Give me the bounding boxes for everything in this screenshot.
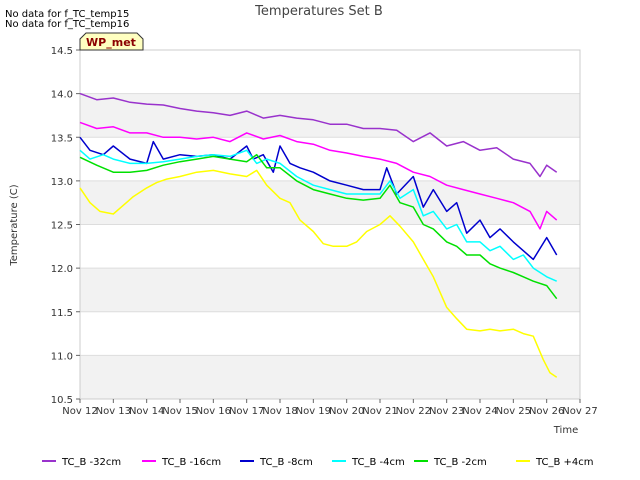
x-tick-label: Nov 26 <box>529 406 564 417</box>
x-tick-label: Nov 20 <box>329 406 364 417</box>
badge-label: WP_met <box>86 36 136 49</box>
legend-label: TC_B -16cm <box>161 457 221 468</box>
series-line-tc-b--16cm <box>79 121 558 230</box>
series-line-tc-b--8cm <box>79 136 558 261</box>
plot-band <box>80 355 580 399</box>
series-line-tc-b-plus4cm <box>79 169 558 378</box>
y-tick-label: 12.0 <box>51 264 73 275</box>
y-tick-label: 12.5 <box>51 221 73 232</box>
plot-band <box>80 268 580 312</box>
chart-title: Temperatures Set B <box>254 4 383 19</box>
x-tick-label: Nov 16 <box>196 406 231 417</box>
series-line-tc-b--2cm <box>79 153 558 300</box>
legend-label: TC_B -4cm <box>351 457 405 468</box>
x-axis-title: Time <box>553 425 578 436</box>
y-tick-label: 10.5 <box>51 395 73 406</box>
x-tick-label: Nov 15 <box>162 406 197 417</box>
legend-label: TC_B -32cm <box>61 457 121 468</box>
x-tick-label: Nov 14 <box>129 406 164 417</box>
x-tick-label: Nov 21 <box>362 406 397 417</box>
badge-shape <box>79 32 144 51</box>
y-tick-label: 11.5 <box>51 308 73 319</box>
wp-met-badge: WP_met <box>79 32 144 51</box>
y-axis-ticks: 10.5 11.0 11.5 12.0 12.5 13.0 13.5 14.0 14.5 <box>51 46 80 406</box>
plot-band <box>80 50 580 94</box>
x-tick-label: Nov 19 <box>296 406 331 417</box>
y-tick-label: 13.5 <box>51 133 73 144</box>
series-line-tc-b--4cm <box>79 149 558 282</box>
legend: TC_B -32cm TC_B -16cm TC_B -8cm TC_B -4cm TC… <box>42 457 594 468</box>
plot-band <box>80 311 580 356</box>
plot-band <box>80 224 580 269</box>
x-tick-label: Nov 12 <box>62 406 97 417</box>
legend-label: TC_B +4cm <box>535 457 594 468</box>
plot-background <box>80 50 580 399</box>
y-tick-label: 11.0 <box>51 351 73 362</box>
x-tick-label: Nov 18 <box>262 406 297 417</box>
x-tick-label: Nov 23 <box>429 406 464 417</box>
y-tick-label: 14.5 <box>51 46 73 57</box>
no-data-notice-1: No data for f_TC_temp15 <box>5 9 130 20</box>
x-tick-label: Nov 25 <box>496 406 531 417</box>
legend-label: TC_B -2cm <box>433 457 487 468</box>
x-tick-label: Nov 22 <box>396 406 431 417</box>
y-tick-label: 14.0 <box>51 90 73 101</box>
y-tick-label: 13.0 <box>51 177 73 188</box>
legend-label: TC_B -8cm <box>259 457 313 468</box>
x-tick-label: Nov 13 <box>96 406 131 417</box>
y-axis-title: Temperature (C) <box>9 184 20 266</box>
series-layer <box>79 92 558 378</box>
series-line-tc-b--32cm <box>79 92 558 178</box>
plot-band <box>80 180 580 225</box>
x-tick-label: Nov 17 <box>229 406 264 417</box>
plot-band <box>80 93 580 138</box>
x-tick-label: Nov 24 <box>462 406 497 417</box>
no-data-notice-2: No data for f_TC_temp16 <box>5 19 130 30</box>
x-tick-label: Nov 27 <box>562 406 597 417</box>
